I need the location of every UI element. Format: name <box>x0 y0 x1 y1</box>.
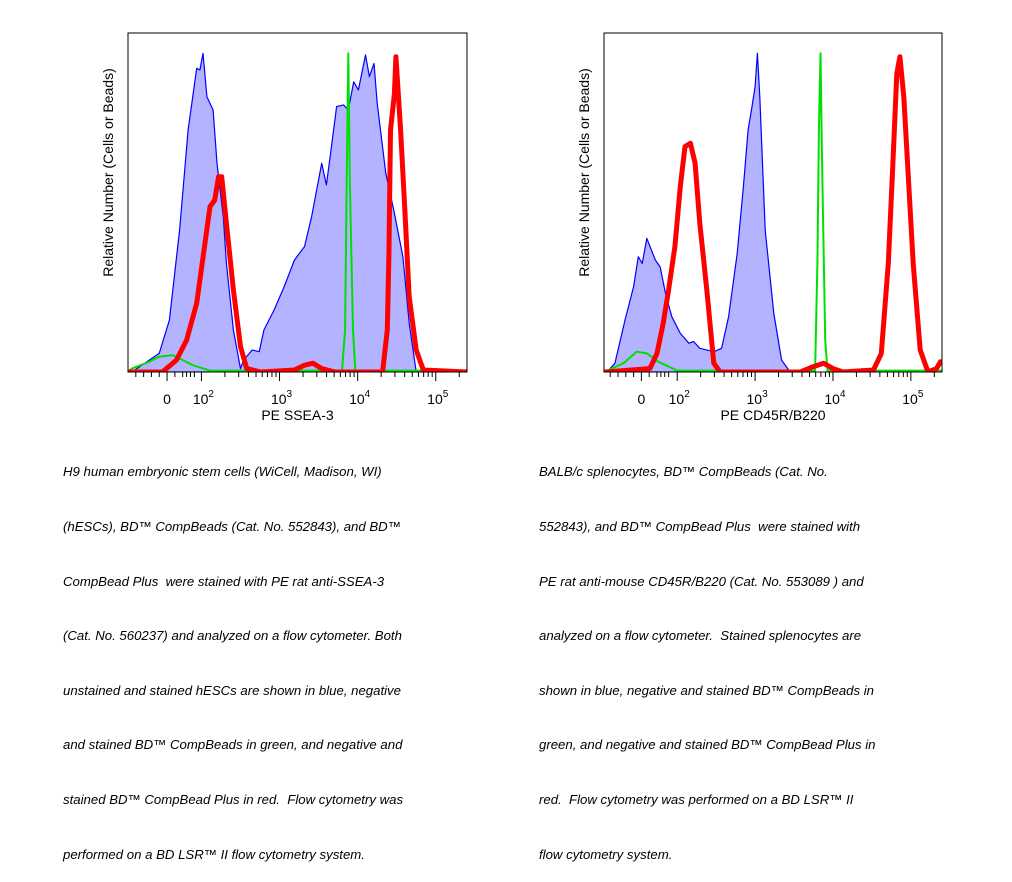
series-red-histogram <box>128 54 467 372</box>
caption-line: (Cat. No. 560237) and analyzed on a flow… <box>63 628 402 644</box>
plot-frame <box>603 32 943 373</box>
tick-label: 0 <box>163 391 171 407</box>
tick-label-base: 10 <box>427 391 443 407</box>
plot-frame <box>127 32 468 373</box>
tick-label-base: 10 <box>193 391 209 407</box>
tick-label-base: 10 <box>271 391 287 407</box>
y-axis-label: Relative Number (Cells or Beads) <box>576 68 592 277</box>
tick-label: 102 <box>193 389 215 407</box>
tick-label-base: 10 <box>902 391 918 407</box>
caption-line: CompBead Plus were stained with PE rat a… <box>63 573 385 589</box>
tick-label-base: 10 <box>669 391 685 407</box>
caption-line: and stained BD™ CompBeads in green, and … <box>63 737 403 753</box>
tick-label: 102 <box>669 389 691 407</box>
x-axis-label: PE SSEA-3 <box>261 407 334 423</box>
tick-label-exponent: 2 <box>208 389 214 400</box>
series-green-histogram <box>605 52 942 372</box>
y-axis-label: Relative Number (Cells or Beads) <box>100 68 116 277</box>
caption-line: performed on a BD LSR™ II flow cytometry… <box>63 846 365 862</box>
x-axis-label: PE CD45R/B220 <box>720 407 825 423</box>
caption-line: stained BD™ CompBead Plus in red. Flow c… <box>63 791 404 807</box>
caption-line: (hESCs), BD™ CompBeads (Cat. No. 552843)… <box>63 519 401 534</box>
tick-label-exponent: 3 <box>762 389 768 400</box>
tick-label-base: 0 <box>637 391 645 407</box>
tick-label: 104 <box>824 389 846 407</box>
caption-line: unstained and stained hESCs are shown in… <box>63 682 401 698</box>
caption-line: flow cytometry system. <box>539 846 673 862</box>
caption-line: green, and negative and stained BD™ Comp… <box>539 737 876 753</box>
caption-line: analyzed on a flow cytometer. Stained sp… <box>539 628 862 644</box>
series-blue-histogram <box>131 52 417 372</box>
caption-line: H9 human embryonic stem cells (WiCell, M… <box>63 464 382 480</box>
tick-label: 0 <box>637 391 645 407</box>
tick-label-base: 10 <box>824 391 840 407</box>
caption-line: 552843), and BD™ CompBead Plus were stai… <box>539 519 861 534</box>
tick-label-exponent: 4 <box>840 389 846 400</box>
tick-label-base: 0 <box>163 391 171 407</box>
caption-line: shown in blue, negative and stained BD™ … <box>539 682 875 698</box>
tick-label-exponent: 5 <box>918 389 924 400</box>
tick-label-exponent: 5 <box>443 389 449 400</box>
tick-label: 105 <box>427 389 449 407</box>
caption-cd45r: BALB/c splenocytes, BD™ CompBeads (Cat. … <box>539 427 876 882</box>
tick-label: 103 <box>271 389 293 407</box>
tick-label: 105 <box>902 389 924 407</box>
caption-line: BALB/c splenocytes, BD™ CompBeads (Cat. … <box>539 464 828 480</box>
tick-label: 104 <box>349 389 371 407</box>
tick-label: 103 <box>747 389 769 407</box>
series-blue-histogram <box>606 52 791 372</box>
tick-label-exponent: 4 <box>365 389 371 400</box>
plot-area <box>604 52 942 372</box>
caption-ssea3: H9 human embryonic stem cells (WiCell, M… <box>63 427 403 882</box>
tick-label-base: 10 <box>349 391 365 407</box>
series-red-histogram <box>604 54 942 372</box>
tick-label-base: 10 <box>747 391 763 407</box>
tick-label-exponent: 3 <box>287 389 293 400</box>
caption-line: PE rat anti-mouse CD45R/B220 (Cat. No. 5… <box>539 573 864 589</box>
tick-label-exponent: 2 <box>684 389 690 400</box>
caption-line: red. Flow cytometry was performed on a B… <box>539 791 854 807</box>
plot-area <box>128 52 467 372</box>
